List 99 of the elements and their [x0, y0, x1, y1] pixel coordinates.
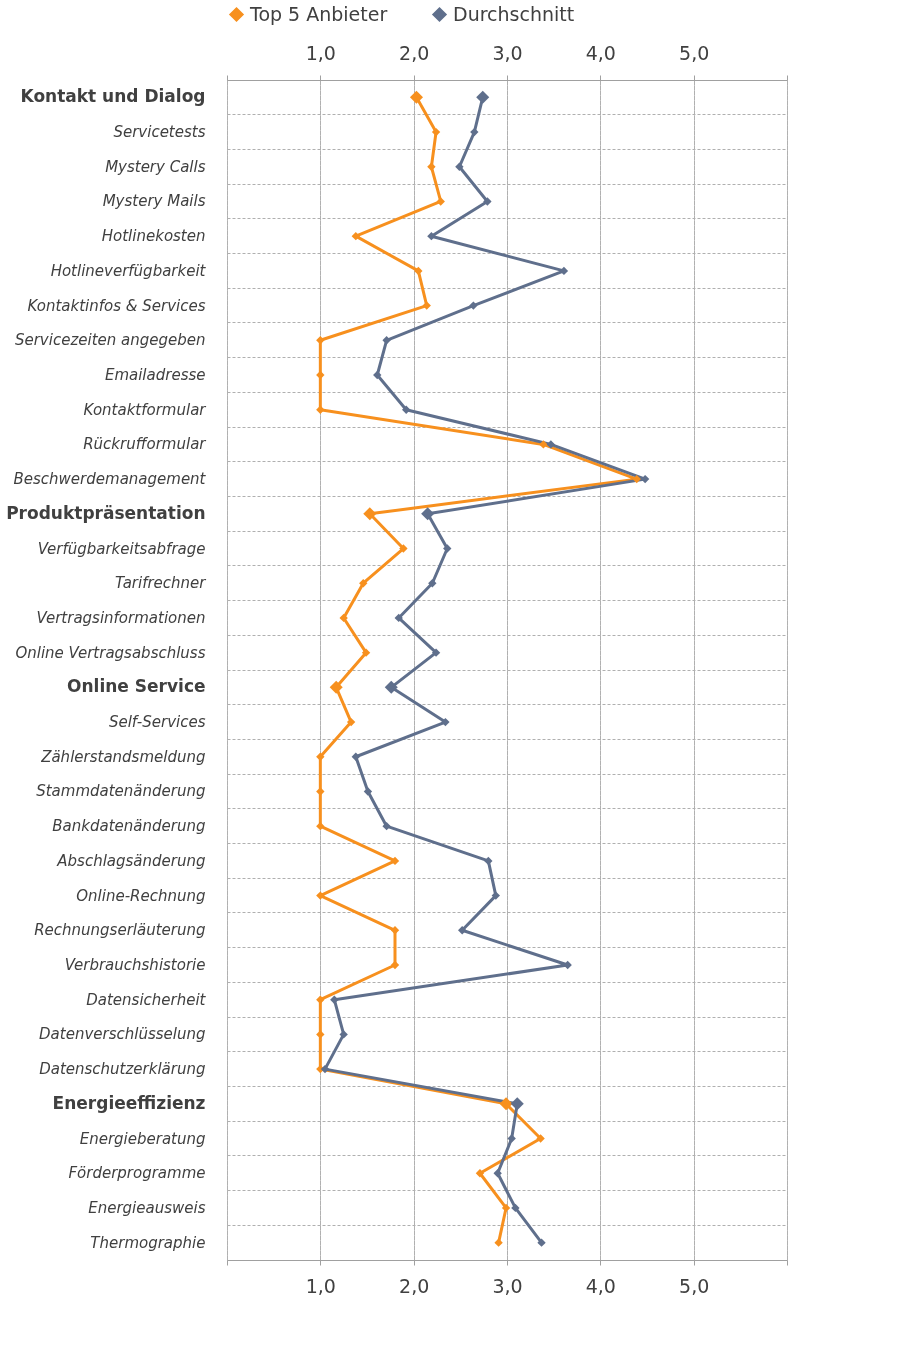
point [316, 405, 325, 414]
point [402, 405, 411, 414]
y-tick-label: Emailadresse [104, 366, 206, 384]
y-tick-label: Servicezeiten angegeben [14, 331, 206, 350]
y-tick-label: Self-Services [108, 713, 206, 732]
y-tick-label: Tarifrechner [115, 574, 207, 593]
y-tick-label: Rechnungserläuterung [34, 921, 206, 940]
y-tick-label: Energieeffizienz [52, 1092, 206, 1113]
y-tick-label: Stammdatenänderung [36, 782, 206, 801]
point [394, 613, 403, 623]
point [351, 752, 360, 761]
y-tick-label: Servicetests [113, 123, 206, 142]
point [316, 995, 325, 1004]
point [359, 579, 368, 588]
y-tick-label: Energieberatung [79, 1129, 206, 1148]
point [537, 1238, 546, 1247]
y-tick-label: Verfügbarkeitsabfrage [37, 539, 206, 558]
point [539, 440, 548, 449]
point [455, 162, 464, 171]
point [363, 787, 373, 796]
point [441, 717, 450, 727]
point [316, 1030, 325, 1039]
y-tick-label: Mystery Mails [102, 192, 206, 211]
y-tick-label: Kontaktinfos & Services [27, 296, 206, 315]
point [436, 197, 445, 206]
legend-label: Durchschnitt [453, 2, 575, 25]
point [351, 231, 360, 241]
point [382, 821, 391, 831]
x2-tick-label: 1,0 [305, 41, 336, 64]
point [483, 197, 492, 206]
point [431, 648, 441, 657]
point [470, 127, 479, 137]
point [316, 787, 325, 796]
y-tick-label: Rückrufformular [83, 435, 207, 454]
point [632, 474, 641, 484]
y-tick-label: Online Vertragsabschluss [15, 643, 206, 662]
y-tick-label: Online-Rechnung [76, 886, 206, 905]
x2-tick-label: 4,0 [585, 41, 616, 64]
point [320, 1064, 330, 1074]
y-tick-label: Datensicherheit [86, 990, 207, 1009]
point [494, 1238, 503, 1247]
point [316, 891, 325, 900]
y-tick-label: Bankdatenänderung [52, 817, 206, 836]
point [536, 1134, 545, 1143]
point [507, 1134, 516, 1143]
point [390, 856, 400, 866]
point [414, 266, 423, 276]
point [361, 648, 371, 657]
y-tick-label: Vertragsinformationen [36, 608, 206, 627]
point [390, 926, 400, 935]
point [330, 995, 339, 1004]
x-tick-label: 3,0 [492, 1274, 523, 1297]
y-tick-label: Thermographie [90, 1233, 206, 1252]
y-tick-label: Hotlinekosten [101, 227, 206, 246]
point [399, 544, 408, 553]
point [382, 336, 391, 345]
point [469, 301, 478, 310]
y-tick-label: Datenschutzerklärung [39, 1060, 206, 1079]
y-tick-label: Mystery Calls [105, 157, 206, 176]
point [339, 613, 348, 623]
y-tick-label: Produktpräsentation [6, 502, 206, 523]
point [373, 370, 382, 380]
y-tick-label: Kontakt und Dialog [20, 86, 206, 107]
point [475, 1169, 485, 1178]
x-tick-label: 2,0 [399, 1274, 430, 1297]
point [316, 336, 325, 345]
y-tick-label: Datenverschlüsselung [39, 1025, 206, 1044]
point [458, 926, 467, 935]
x2-tick-label: 5,0 [679, 41, 710, 64]
x-tick-label: 4,0 [585, 1274, 616, 1297]
y-tick-label: Beschwerdemanagement [13, 470, 207, 489]
point [428, 579, 437, 588]
y-tick-label: Förderprogramme [68, 1164, 206, 1183]
point [422, 301, 431, 310]
point [501, 1203, 511, 1213]
x-tick-label: 5,0 [679, 1274, 710, 1297]
point [511, 1203, 520, 1213]
point [431, 127, 441, 137]
legend-label: Top 5 Anbieter [249, 2, 388, 25]
y-tick-label: Energieausweis [88, 1198, 206, 1217]
point [443, 544, 452, 553]
x2-tick-label: 2,0 [399, 41, 430, 64]
y-tick-label: Zählerstandsmeldung [40, 747, 206, 766]
y-tick-label: Verbrauchshistorie [64, 956, 206, 974]
point [491, 891, 500, 900]
y-tick-label: Abschlagsänderung [56, 851, 206, 870]
point [493, 1169, 502, 1178]
point [339, 1030, 348, 1039]
point [346, 717, 356, 727]
y-tick-label: Online Service [67, 676, 206, 697]
y-tick-label: Hotlineverfügbarkeit [50, 261, 207, 280]
point [316, 752, 325, 761]
point [484, 856, 493, 866]
point [316, 370, 325, 380]
x2-tick-label: 3,0 [492, 41, 523, 64]
point [427, 162, 436, 171]
x-tick-label: 1,0 [305, 1274, 336, 1297]
point [546, 440, 556, 449]
y-tick-label: Kontaktformular [83, 400, 207, 419]
